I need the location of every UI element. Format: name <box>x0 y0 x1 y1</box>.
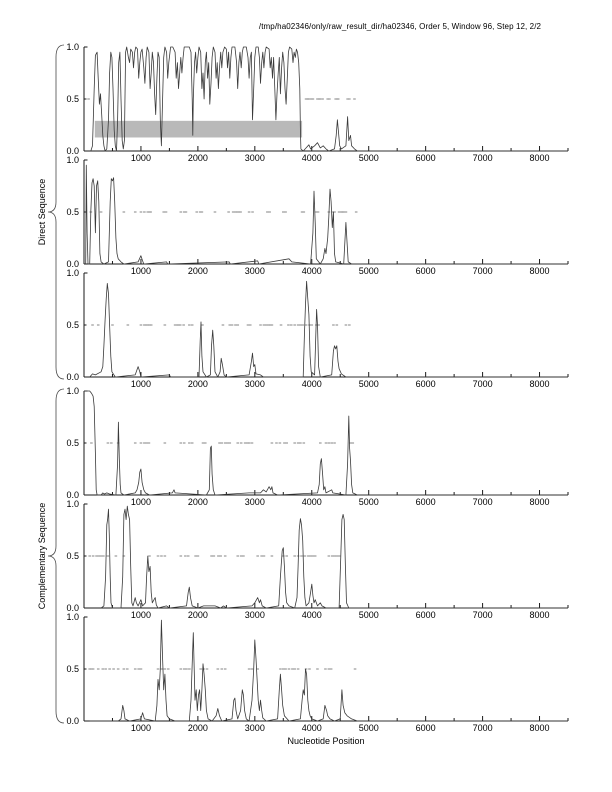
probability-trace <box>90 46 568 152</box>
panel-direct-frame-1: 1.0 0.5 0.0 1000 2000 3000 4000 5000 6000 7000 800… <box>66 42 569 163</box>
x-tick-label: 7000 <box>473 497 493 507</box>
x-tick-label: 1000 <box>131 497 151 507</box>
y-tick-label: 1.0 <box>66 42 79 52</box>
x-tick-label: 3000 <box>245 379 265 389</box>
panel-complementary-frame-3: 1.0 0.5 0.0 1000 2000 3000 4000 5000 6000 7000 800… <box>66 612 569 733</box>
x-tick-label: 6000 <box>416 497 436 507</box>
y-tick-label: 0.0 <box>66 259 79 269</box>
y-tick-label: 1.0 <box>66 612 79 622</box>
x-tick-label: 2000 <box>188 497 208 507</box>
x-tick-label: 3000 <box>245 723 265 733</box>
y-tick-label: 1.0 <box>66 499 79 509</box>
x-tick-label: 2000 <box>188 153 208 163</box>
panel-direct-frame-2: 1.0 0.5 0.0 1000 2000 3000 4000 5000 6000 7000 800… <box>66 155 569 276</box>
x-tick-label: 5000 <box>359 723 379 733</box>
panel-direct-frame-3: 1.0 0.5 0.0 1000 2000 3000 4000 5000 6000 7000 800… <box>66 268 569 389</box>
x-tick-label: 6000 <box>416 610 436 620</box>
x-tick-label: 7000 <box>473 610 493 620</box>
y-tick-label: 0.0 <box>66 603 79 613</box>
x-tick-label: 1000 <box>131 153 151 163</box>
direct-sequence-brace <box>47 44 65 380</box>
x-tick-label: 4000 <box>302 610 322 620</box>
y-tick-label: 0.0 <box>66 716 79 726</box>
y-tick-label: 1.0 <box>66 155 79 165</box>
x-tick-label: 5000 <box>359 610 379 620</box>
x-tick-label: 1000 <box>131 723 151 733</box>
x-tick-label: 7000 <box>473 266 493 276</box>
figure-title: /tmp/ha02346/only/raw_result_dir/ha02346… <box>258 22 542 31</box>
x-tick-label: 4000 <box>302 497 322 507</box>
x-tick-label: 2000 <box>188 610 208 620</box>
x-tick-label: 8000 <box>530 723 550 733</box>
y-tick-label: 0.5 <box>66 438 79 448</box>
x-tick-label: 8000 <box>530 153 550 163</box>
x-tick-label: 2000 <box>188 266 208 276</box>
probability-trace <box>89 619 568 722</box>
panel-complementary-frame-1: 1.0 0.5 0.0 1000 2000 3000 4000 5000 6000 7000 800… <box>66 386 569 507</box>
x-tick-label: 8000 <box>530 379 550 389</box>
x-tick-label: 3000 <box>245 497 265 507</box>
x-tick-label: 1000 <box>131 379 151 389</box>
probability-trace <box>100 505 568 609</box>
y-tick-label: 0.5 <box>66 94 79 104</box>
x-tick-label: 5000 <box>359 497 379 507</box>
x-tick-label: 3000 <box>245 266 265 276</box>
shaded-region <box>94 120 303 138</box>
y-tick-label: 1.0 <box>66 268 79 278</box>
x-tick-label: 6000 <box>416 153 436 163</box>
y-tick-label: 0.5 <box>66 320 79 330</box>
y-tick-label: 0.0 <box>66 146 79 156</box>
complementary-sequence-brace <box>47 388 65 724</box>
x-tick-label: 1000 <box>131 610 151 620</box>
x-tick-label: 8000 <box>530 497 550 507</box>
x-tick-label: 4000 <box>302 379 322 389</box>
probability-trace <box>85 164 568 265</box>
x-tick-label: 4000 <box>302 153 322 163</box>
x-tick-label: 4000 <box>302 266 322 276</box>
x-tick-label: 4000 <box>302 723 322 733</box>
probability-trace <box>89 280 568 378</box>
x-tick-label: 1000 <box>131 266 151 276</box>
y-tick-label: 0.5 <box>66 664 79 674</box>
y-tick-label: 1.0 <box>66 386 79 396</box>
x-tick-label: 7000 <box>473 723 493 733</box>
x-tick-label: 3000 <box>245 610 265 620</box>
x-tick-label: 5000 <box>359 266 379 276</box>
probability-trace <box>84 390 568 496</box>
x-tick-label: 8000 <box>530 610 550 620</box>
panel-complementary-frame-2: 1.0 0.5 0.0 1000 2000 3000 4000 5000 6000 7000 800… <box>66 499 569 620</box>
x-tick-label: 2000 <box>188 723 208 733</box>
x-tick-label: 5000 <box>359 153 379 163</box>
y-tick-label: 0.0 <box>66 490 79 500</box>
y-tick-label: 0.5 <box>66 551 79 561</box>
x-tick-label: 3000 <box>245 153 265 163</box>
x-tick-label: 7000 <box>473 153 493 163</box>
x-tick-label: 7000 <box>473 379 493 389</box>
x-tick-label: 6000 <box>416 379 436 389</box>
x-axis-label: Nucleotide Position <box>287 736 365 746</box>
y-tick-label: 0.0 <box>66 372 79 382</box>
x-tick-label: 5000 <box>359 379 379 389</box>
x-tick-label: 8000 <box>530 266 550 276</box>
x-tick-label: 6000 <box>416 266 436 276</box>
x-tick-label: 2000 <box>188 379 208 389</box>
x-tick-label: 6000 <box>416 723 436 733</box>
y-tick-label: 0.5 <box>66 207 79 217</box>
